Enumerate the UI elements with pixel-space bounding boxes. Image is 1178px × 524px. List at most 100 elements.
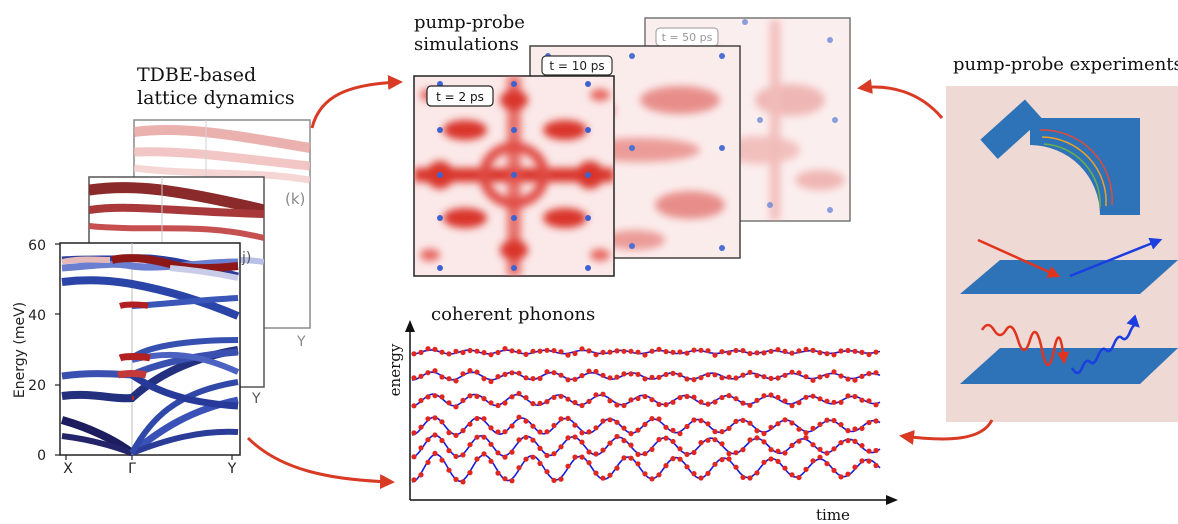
phonon-data-point (586, 368, 592, 374)
phonon-data-point (789, 369, 795, 375)
phonon-data-point (516, 370, 522, 376)
band-ytick-20: 20 (28, 378, 46, 394)
phonon-data-point (411, 375, 417, 381)
phonon-data-point (530, 437, 536, 443)
phonon-data-point (684, 423, 690, 430)
phonon-data-point (495, 374, 501, 380)
phonon-data-point (635, 451, 641, 457)
back-panel-tick: Y (296, 334, 306, 350)
phonon-data-point (558, 393, 564, 399)
phonon-data-point (845, 393, 851, 399)
phonon-data-point (586, 449, 592, 455)
phonon-data-point (474, 415, 480, 422)
phonon-data-point (593, 368, 599, 375)
phonon-data-point (614, 402, 620, 408)
phonon-data-point (649, 476, 655, 482)
phonon-data-point (579, 373, 585, 379)
phonon-data-point (677, 446, 683, 452)
phonon-data-point (859, 397, 865, 403)
phonon-data-point (558, 372, 564, 378)
phonon-data-point (474, 393, 480, 399)
band-ylabel: Energy (meV) (12, 302, 28, 398)
phonon-data-point (684, 376, 690, 382)
band-panel-front (59, 242, 241, 457)
phonon-data-point (852, 377, 858, 383)
phonon-data-point (572, 422, 578, 428)
phonon-data-point (754, 435, 760, 441)
phonon-data-point (663, 435, 669, 441)
phonon-data-point (460, 371, 466, 377)
phonon-data-point (740, 348, 746, 354)
phonon-data-point (747, 402, 753, 408)
phonon-data-point (859, 373, 865, 379)
phonon-data-point (411, 430, 417, 436)
phonon-data-point (845, 376, 851, 382)
sim-heading-line2: simulations (414, 34, 519, 55)
phonon-data-point (761, 374, 767, 380)
phonon-data-point (859, 349, 865, 355)
phonon-data-point (810, 442, 816, 448)
phonon-data-point (698, 399, 704, 405)
phonon-data-point (509, 478, 515, 484)
phonon-data-point (789, 420, 795, 426)
phonon-data-point (768, 348, 774, 354)
phonon-data-point (453, 476, 459, 482)
phonon-data-point (621, 455, 627, 461)
phonon-data-point (782, 465, 788, 471)
phonon-data-point (488, 441, 494, 447)
phonon-data-point (656, 374, 662, 380)
phonon-data-point (432, 368, 438, 374)
phonon-data-point (670, 349, 676, 355)
phonon-data-point (810, 425, 816, 431)
phonon-data-point (726, 350, 732, 356)
phonon-data-point (614, 433, 620, 440)
phonon-data-point (488, 458, 494, 464)
phonon-data-point (698, 440, 704, 446)
phonon-data-point (551, 370, 557, 376)
phonon-data-point (775, 448, 781, 454)
sim-time-50: t = 50 ps (662, 31, 713, 44)
phonon-data-point (824, 417, 830, 423)
phonon-data-point (768, 456, 774, 462)
phonon-data-point (740, 400, 746, 406)
phonon-data-point (516, 437, 522, 443)
phonon-data-point (873, 349, 879, 355)
phonon-data-point (712, 437, 718, 443)
phonon-data-point (481, 416, 487, 422)
phonon-data-point (432, 432, 438, 438)
phonon-data-point (852, 426, 858, 432)
phonon-data-point (698, 475, 704, 481)
phonon-data-point (635, 371, 641, 377)
phonon-data-point (481, 434, 487, 440)
phonon-data-point (593, 425, 599, 431)
phonon-data-point (467, 442, 473, 448)
phonon-data-point (824, 461, 830, 467)
phonon-data-point (824, 398, 830, 404)
phonon-data-point (719, 349, 725, 355)
phonon-data-point (621, 348, 627, 354)
phonon-data-point (502, 371, 508, 377)
phonon-data-point (621, 425, 627, 431)
arrow-dynamics-to-phonons (246, 436, 395, 490)
phonon-data-point (642, 471, 648, 477)
phonon-data-point (677, 372, 683, 378)
phonon-data-point (488, 425, 494, 431)
phonon-data-point (775, 394, 781, 400)
phonon-data-point (572, 350, 578, 357)
phonon-data-point (439, 374, 445, 380)
phonon-data-point (502, 454, 508, 460)
phonon-data-point (726, 374, 732, 380)
phonon-data-point (425, 459, 431, 465)
phonon-data-point (866, 448, 872, 454)
phonon-data-point (740, 372, 746, 378)
phonon-data-point (628, 348, 634, 354)
phonon-data-point (600, 391, 606, 397)
phonon-data-point (523, 418, 529, 424)
phonon-data-point (453, 432, 459, 438)
band-ytick-60: 60 (28, 238, 46, 254)
phonon-data-point (418, 349, 424, 355)
panel-k-label: (k) (285, 190, 305, 208)
phonon-data-point (502, 476, 508, 482)
phonon-data-point (656, 472, 662, 478)
phonon-data-point (852, 348, 858, 354)
